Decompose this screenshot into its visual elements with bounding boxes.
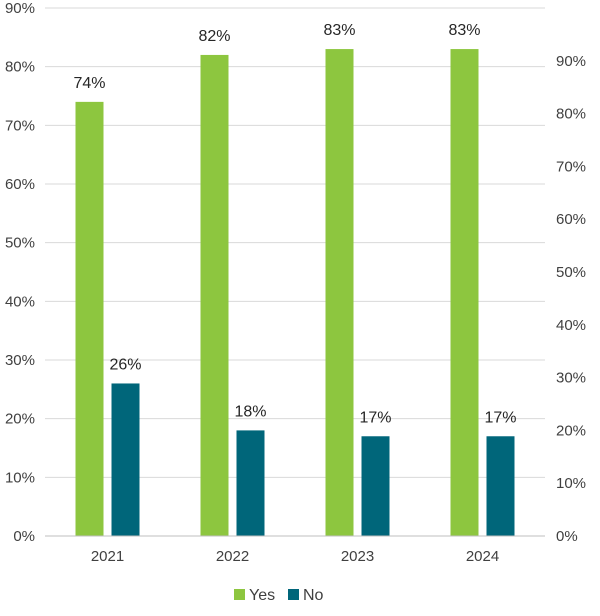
data-label-yes-2023: 83% — [323, 22, 355, 39]
legend-swatch-yes — [234, 589, 245, 600]
y-left-tick-label: 60% — [5, 176, 35, 193]
legend-swatch-no — [288, 589, 299, 600]
y-right-tick-label: 60% — [556, 211, 586, 228]
y-axis-right: 0% 10% 20% 30% 40% 50% 60% 70% 80% 90% — [556, 53, 586, 545]
y-right-tick-label: 10% — [556, 475, 586, 492]
y-left-tick-label: 10% — [5, 469, 35, 486]
bar-no-2024 — [486, 436, 515, 536]
y-right-tick-label: 70% — [556, 158, 586, 175]
legend-label-no: No — [303, 587, 324, 604]
y-left-tick-label: 20% — [5, 411, 35, 428]
bar-yes-2024 — [450, 49, 479, 537]
bar-no-2022 — [236, 430, 265, 536]
x-tick-label: 2024 — [466, 548, 499, 565]
bar-no-2023 — [361, 436, 390, 536]
bar-yes-2022 — [200, 54, 229, 536]
legend-label-yes: Yes — [249, 587, 275, 604]
y-right-tick-label: 80% — [556, 106, 586, 123]
y-right-tick-label: 50% — [556, 264, 586, 281]
y-left-tick-label: 30% — [5, 352, 35, 369]
data-label-yes-2021: 74% — [73, 75, 105, 92]
x-axis: 2021 2022 2023 2024 — [45, 535, 545, 565]
data-label-no-2023: 17% — [359, 409, 391, 426]
legend: Yes No — [234, 587, 324, 604]
y-left-tick-label: 70% — [5, 117, 35, 134]
y-left-tick-label: 50% — [5, 235, 35, 252]
y-left-tick-label: 0% — [13, 528, 35, 545]
x-tick-label: 2022 — [216, 548, 249, 565]
bars — [75, 49, 515, 537]
data-label-no-2024: 17% — [484, 409, 516, 426]
y-right-tick-label: 0% — [556, 528, 578, 545]
data-label-no-2021: 26% — [109, 356, 141, 373]
y-left-tick-label: 80% — [5, 59, 35, 76]
y-right-tick-label: 90% — [556, 53, 586, 70]
data-label-yes-2022: 82% — [198, 28, 230, 45]
y-right-tick-label: 40% — [556, 317, 586, 334]
x-tick-label: 2023 — [341, 548, 374, 565]
data-labels: 74% 26% 82% 18% 83% 17% 83% 17% — [73, 22, 516, 426]
data-label-yes-2024: 83% — [448, 22, 480, 39]
bar-yes-2023 — [325, 49, 354, 537]
y-axis-left: 0% 10% 20% 30% 40% 50% 60% 70% 80% 90% — [5, 0, 35, 545]
y-left-tick-label: 90% — [5, 0, 35, 17]
y-left-tick-label: 40% — [5, 293, 35, 310]
bar-yes-2021 — [75, 101, 104, 536]
bar-no-2021 — [111, 383, 140, 536]
y-right-tick-label: 30% — [556, 370, 586, 387]
y-right-tick-label: 20% — [556, 422, 586, 439]
x-tick-label: 2021 — [91, 548, 124, 565]
data-label-no-2022: 18% — [234, 403, 266, 420]
